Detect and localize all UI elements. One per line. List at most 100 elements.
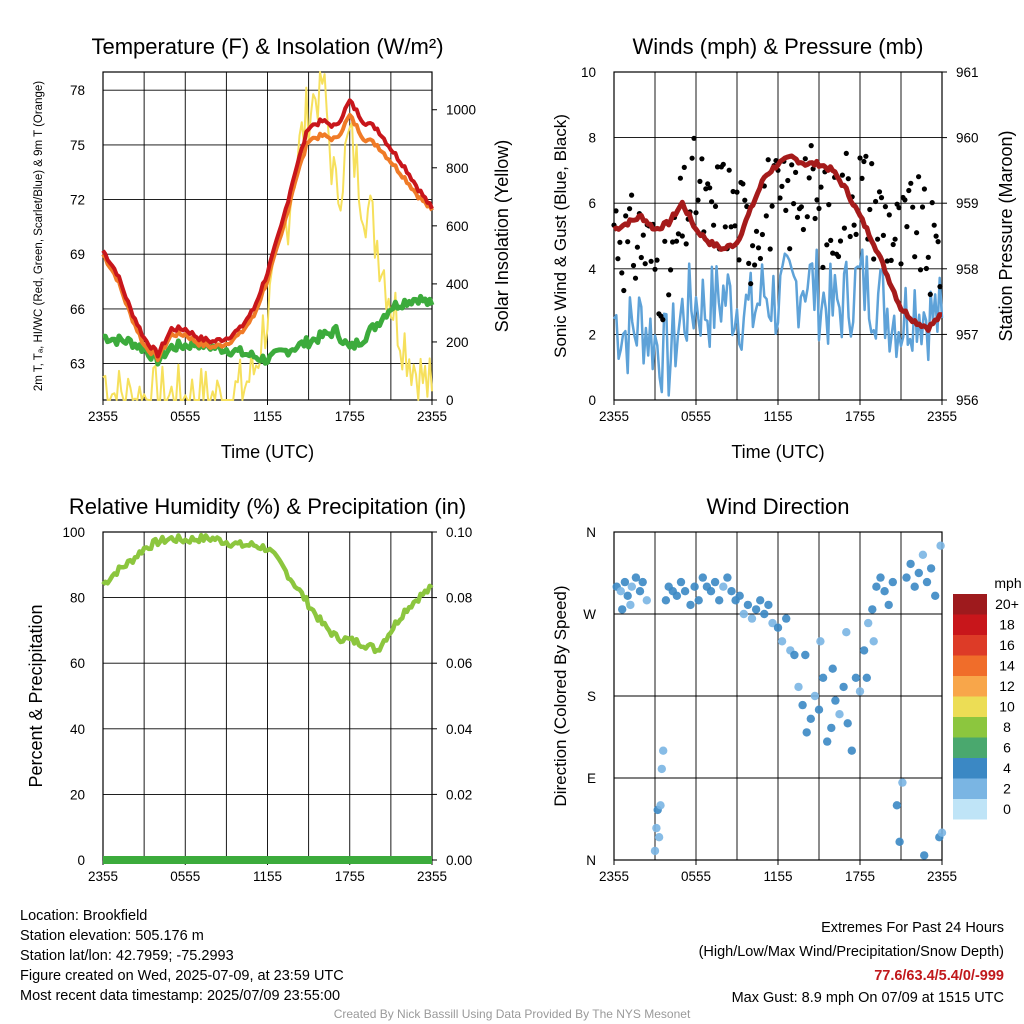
gust-point bbox=[630, 262, 637, 269]
gust-point bbox=[693, 210, 699, 216]
gust-point bbox=[765, 157, 771, 163]
direction-point bbox=[661, 596, 671, 605]
direction-point bbox=[690, 582, 699, 591]
gust-point bbox=[863, 153, 869, 159]
gust-point bbox=[828, 237, 834, 243]
direction-point bbox=[652, 823, 661, 833]
direction-point bbox=[914, 568, 923, 578]
direction-point bbox=[859, 646, 869, 655]
gust-point bbox=[617, 239, 623, 245]
direction-point bbox=[727, 587, 736, 596]
colorbar-swatch bbox=[953, 696, 987, 717]
x-tick-label: 1155 bbox=[253, 869, 282, 884]
recent-data-text: Most recent data timestamp: 2025/07/09 2… bbox=[20, 988, 341, 1004]
direction-point bbox=[626, 600, 635, 610]
gust-point bbox=[648, 258, 654, 264]
direction-point bbox=[839, 682, 848, 692]
gust-point bbox=[675, 231, 682, 237]
location-text: Location: Brookfield bbox=[20, 908, 148, 924]
y-tick-label: 4 bbox=[588, 262, 596, 277]
gust-point bbox=[759, 231, 766, 238]
gust-point bbox=[748, 281, 754, 287]
direction-point bbox=[642, 596, 651, 605]
gust-point bbox=[884, 258, 890, 264]
gust-point bbox=[699, 156, 705, 162]
wind-direction-chart: 2355 0555 1155 1755 2355 Wind Direction N E S W N D… bbox=[551, 494, 957, 884]
x-tick-label: 2355 bbox=[599, 869, 629, 884]
gust-point bbox=[703, 186, 709, 192]
gust-point bbox=[818, 184, 824, 190]
gust-point bbox=[691, 135, 697, 141]
direction-point bbox=[654, 833, 664, 842]
gust-point bbox=[753, 228, 760, 234]
gust-point bbox=[908, 180, 914, 186]
gust-point bbox=[869, 161, 875, 167]
direction-point bbox=[827, 723, 836, 733]
colorbar-swatch bbox=[953, 614, 987, 635]
x-tick-label: 2355 bbox=[599, 409, 629, 424]
direction-point bbox=[798, 700, 807, 710]
x-tick-label: 2355 bbox=[417, 409, 447, 424]
gust-point bbox=[730, 188, 736, 195]
direction-point bbox=[719, 582, 728, 591]
gust-point bbox=[876, 189, 883, 195]
gust-point bbox=[845, 176, 851, 182]
colorbar-label: 4 bbox=[1003, 760, 1011, 776]
gust-point bbox=[668, 267, 674, 273]
winds-pressure-chart: 2355 0555 1155 1755 2355 Winds (mph) & Pressu… bbox=[551, 34, 1016, 462]
gust-point bbox=[660, 317, 666, 323]
direction-tick-label: N bbox=[586, 525, 596, 540]
direction-point bbox=[710, 577, 720, 587]
y-tick-label: 60 bbox=[70, 656, 85, 671]
y2-tick-label: 956 bbox=[956, 393, 979, 408]
direction-point bbox=[869, 637, 878, 646]
direction-tick-label: E bbox=[587, 771, 596, 786]
gust-point bbox=[662, 238, 668, 244]
x-tick-label: 2355 bbox=[88, 869, 118, 884]
gust-point bbox=[816, 205, 822, 212]
temp-2m-line bbox=[101, 98, 434, 359]
gust-point bbox=[763, 213, 769, 219]
gust-point bbox=[875, 236, 881, 242]
colorbar-label: 2 bbox=[1003, 781, 1011, 797]
colorbar-swatch bbox=[953, 737, 987, 758]
gust-point bbox=[712, 203, 719, 209]
direction-tick-label: N bbox=[586, 853, 596, 868]
gust-point bbox=[929, 200, 935, 206]
direction-point bbox=[768, 618, 777, 628]
gust-point bbox=[888, 257, 894, 263]
direction-point bbox=[895, 837, 904, 846]
direction-point bbox=[888, 577, 897, 587]
gust-point bbox=[666, 292, 672, 298]
x-tick-label: 0555 bbox=[170, 869, 200, 884]
gust-point bbox=[705, 181, 711, 187]
colorbar-label: 14 bbox=[999, 658, 1015, 674]
chart-title: Winds (mph) & Pressure (mb) bbox=[633, 34, 924, 59]
x-tick-label: 1755 bbox=[845, 869, 875, 884]
direction-point bbox=[618, 605, 627, 614]
direction-point bbox=[620, 577, 630, 587]
y-tick-label: 40 bbox=[70, 722, 85, 737]
y2-tick-label: 0.10 bbox=[446, 525, 472, 540]
gust-point bbox=[615, 256, 621, 262]
gust-point bbox=[707, 185, 713, 191]
gust-point bbox=[824, 242, 830, 248]
gust-point bbox=[791, 201, 797, 207]
gust-point bbox=[632, 275, 639, 281]
gust-point bbox=[670, 239, 676, 245]
direction-point bbox=[828, 664, 837, 673]
y-axis-label: Sonic Wind & Gust (Blue, Black) bbox=[551, 114, 570, 358]
y2-tick-label: 0.08 bbox=[446, 591, 472, 606]
x-tick-label: 0555 bbox=[170, 409, 200, 424]
y-tick-label: 8 bbox=[588, 131, 596, 146]
gust-point bbox=[843, 150, 849, 156]
gust-point bbox=[736, 257, 742, 263]
gust-point bbox=[937, 284, 943, 290]
y-tick-label: 20 bbox=[70, 787, 85, 802]
direction-point bbox=[884, 600, 893, 610]
direction-point bbox=[931, 591, 940, 600]
gust-point bbox=[677, 175, 684, 181]
gust-point bbox=[711, 222, 717, 228]
direction-point bbox=[735, 591, 744, 600]
gust-point bbox=[853, 231, 859, 237]
